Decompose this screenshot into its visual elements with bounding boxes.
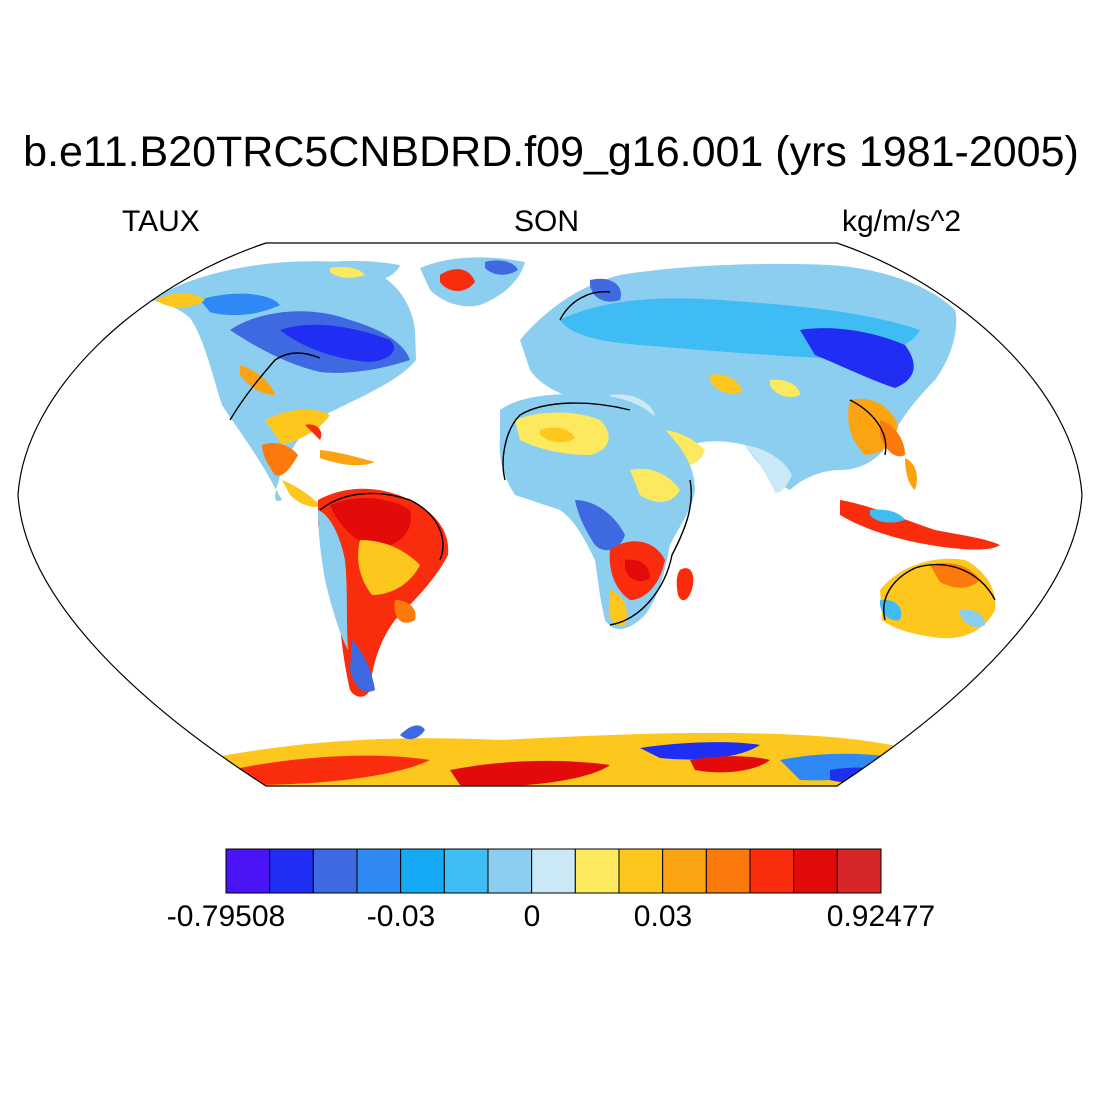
colorbar-swatch [618, 848, 664, 894]
colorbar-swatch [356, 848, 402, 894]
colorbar-swatch [574, 848, 620, 894]
colorbar [225, 848, 882, 894]
maritime-southeast-asia [840, 458, 1000, 550]
arctic-archipelago [290, 260, 400, 289]
colorbar-swatch [749, 848, 795, 894]
plot-title: b.e11.B20TRC5CNBDRD.f09_g16.001 (yrs 198… [23, 128, 1079, 176]
map-boundary [17, 242, 1083, 787]
colorbar-swatch [312, 848, 358, 894]
colorbar-tick-label: -0.03 [366, 900, 436, 933]
north-america-landmass [150, 261, 416, 501]
colorbar-tick-label: 0.03 [633, 900, 693, 933]
colorbar-swatch [400, 848, 445, 894]
colorbar-swatch [269, 848, 314, 894]
africa-landmass [499, 393, 695, 630]
central-america-landmass [282, 450, 375, 507]
coastlines [229, 291, 996, 626]
colorbar-swatch [443, 848, 489, 894]
colorbar-swatch [793, 848, 838, 894]
colorbar-swatch [487, 848, 533, 894]
colorbar-tick-label: 0 [523, 900, 541, 933]
south-america-landmass [318, 488, 449, 697]
greenland-landmass [420, 257, 525, 307]
eurasia-landmass [520, 263, 957, 490]
colorbar-swatch [225, 848, 271, 894]
variable-label: TAUX [122, 205, 200, 238]
colorbar-swatch [836, 848, 882, 894]
colorbar-swatch [705, 848, 751, 894]
season-label: SON [514, 205, 580, 238]
units-label: kg/m/s^2 [842, 205, 962, 238]
map-panel [18, 243, 1082, 786]
colorbar-tick-label: 0.92477 [826, 900, 936, 933]
colorbar-swatch [662, 848, 707, 894]
colorbar-tick-label: -0.79508 [166, 900, 286, 933]
madagascar-landmass [676, 568, 694, 601]
australia-landmass [880, 558, 996, 639]
colorbar-swatch [531, 848, 576, 894]
